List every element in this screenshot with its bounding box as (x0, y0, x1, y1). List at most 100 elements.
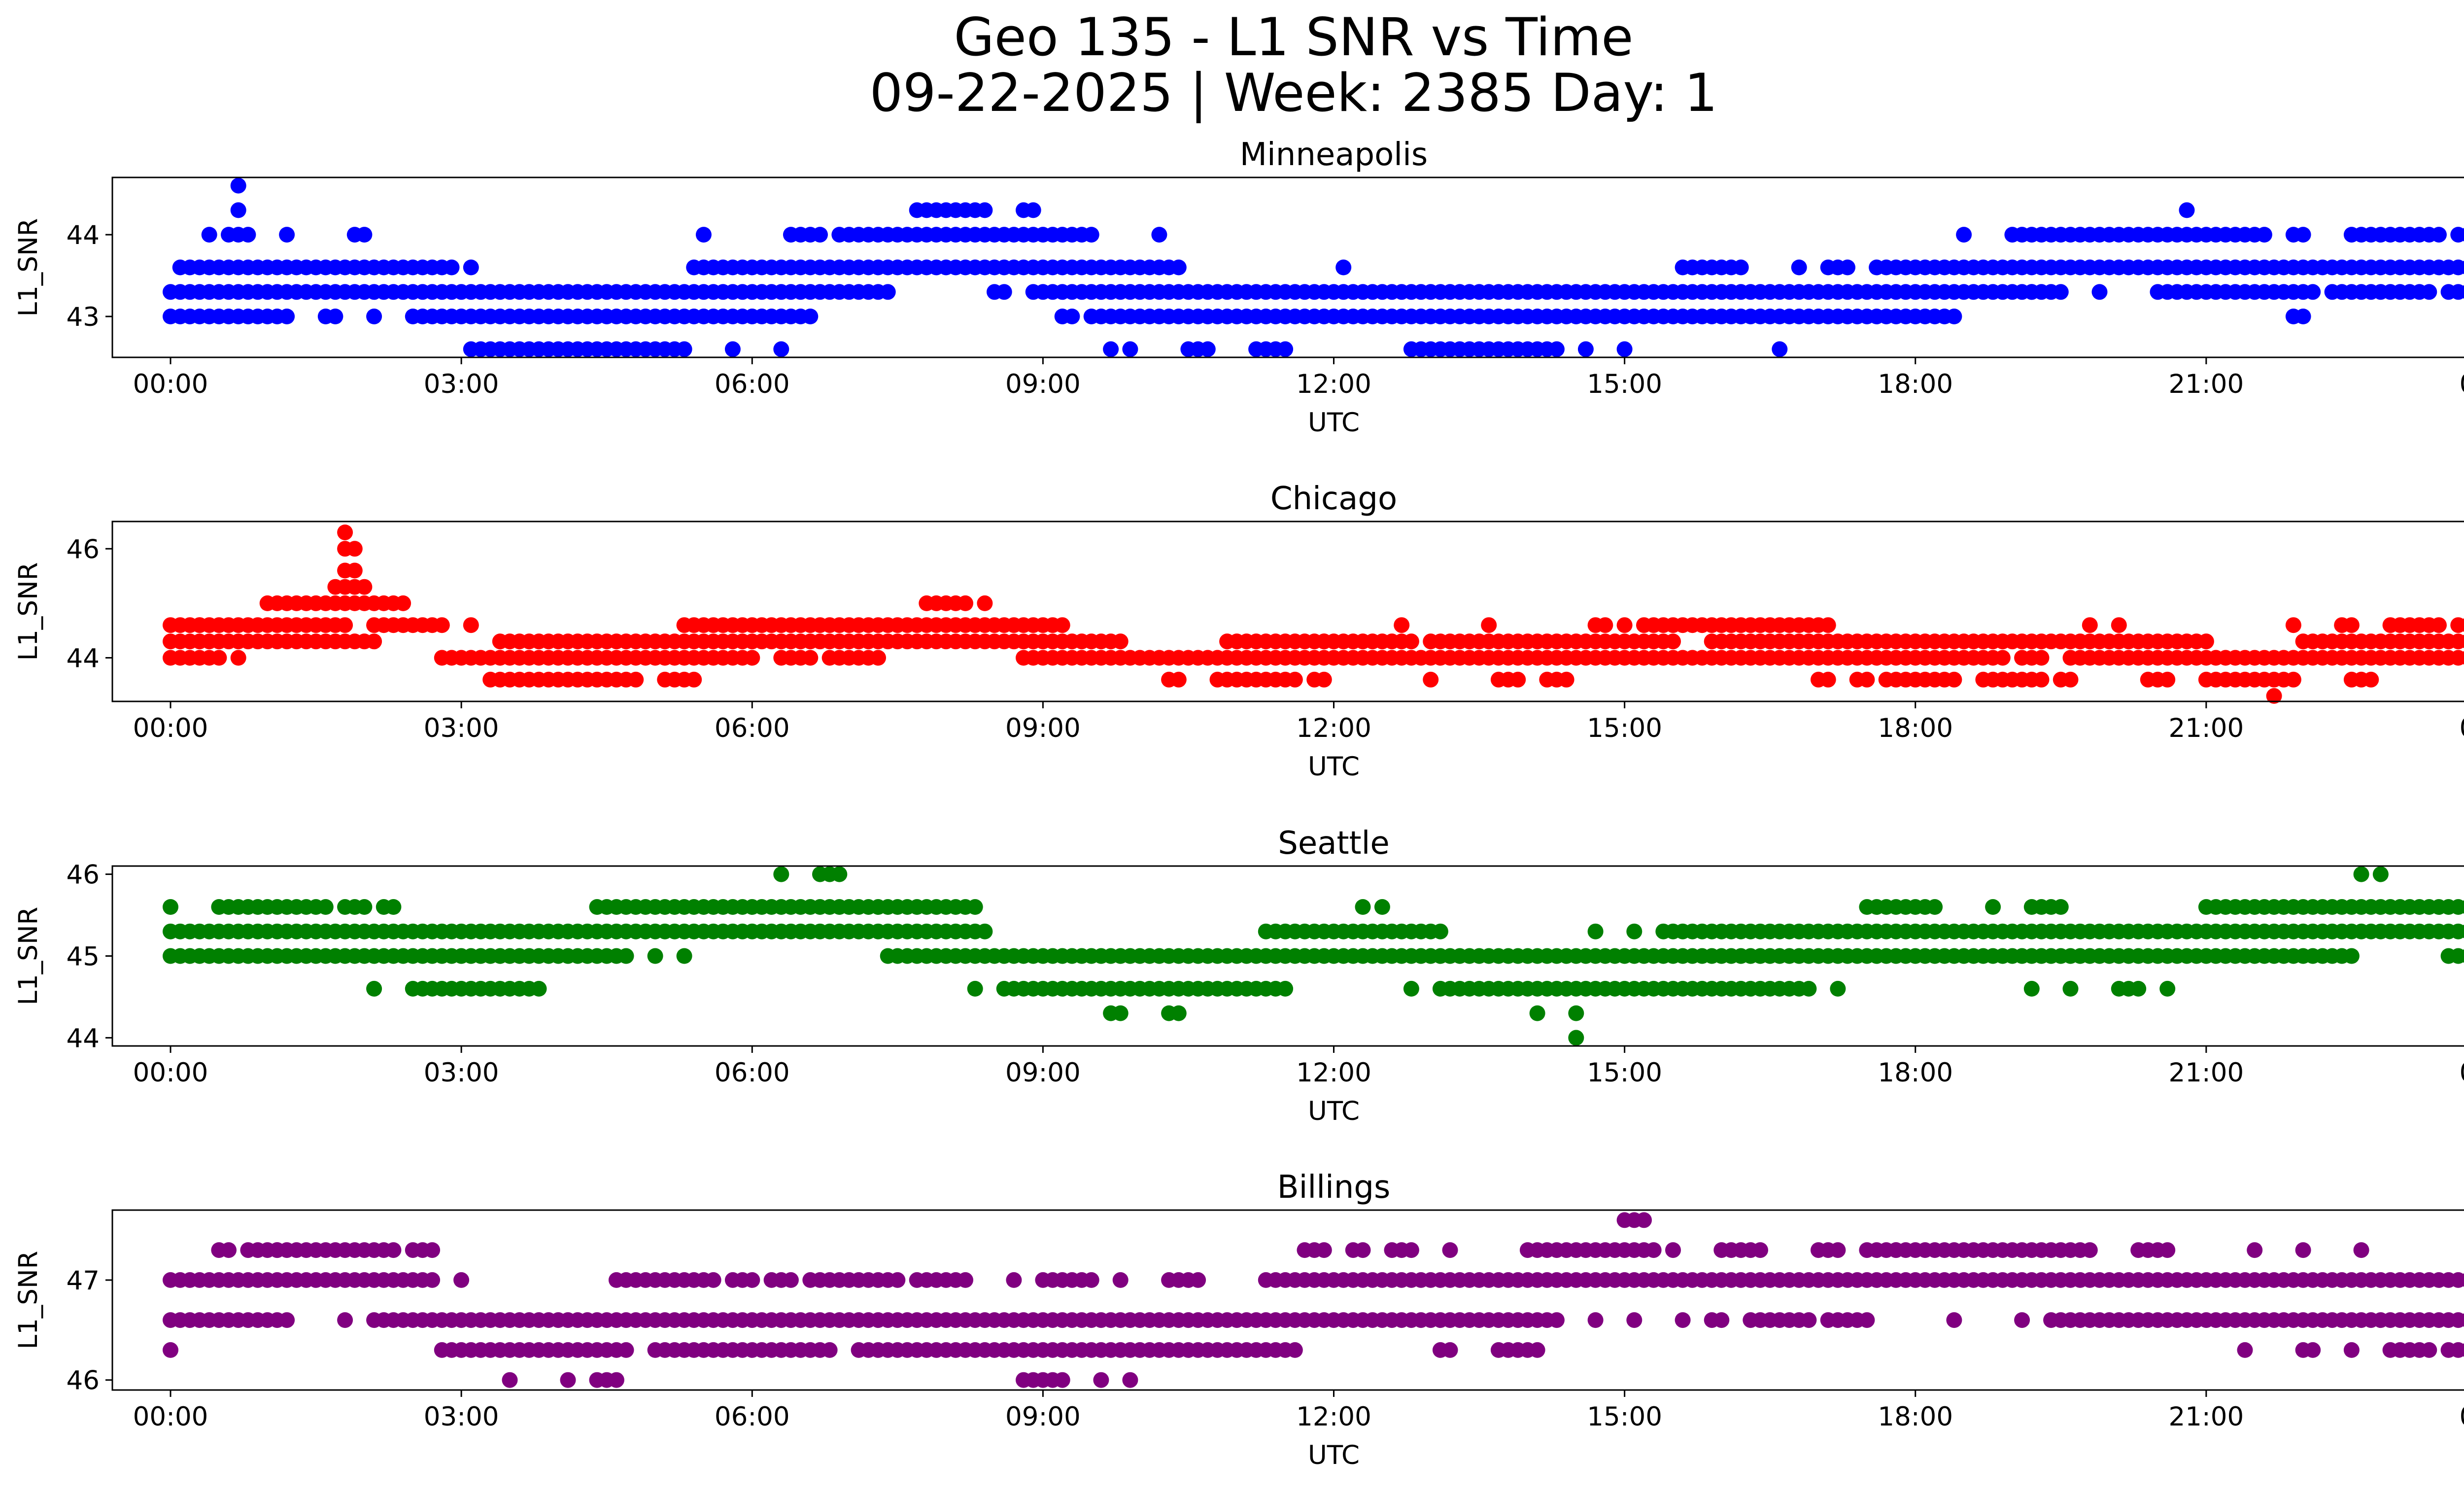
data-point (1170, 671, 1187, 688)
data-point (2450, 1272, 2464, 1288)
data-point (463, 259, 479, 276)
data-point (1403, 1242, 1419, 1258)
x-tick-label: 06:00 (715, 369, 790, 399)
data-point (1772, 341, 1788, 357)
data-point (1616, 341, 1633, 357)
data-point (618, 948, 634, 964)
data-point (1548, 1312, 1565, 1328)
data-point (890, 1272, 906, 1288)
data-point (2460, 634, 2464, 649)
x-axis-label: UTC (1308, 752, 1360, 782)
data-point (346, 541, 363, 557)
data-point (802, 309, 819, 324)
data-point (2450, 227, 2464, 243)
data-point (977, 923, 993, 939)
y-tick-label: 44 (67, 220, 100, 250)
data-point (2285, 671, 2301, 688)
panel-1: Chicago 00:00 03:00 06:00 09:00 12:00 15:00 18:… (13, 481, 2464, 782)
x-tick-label: 00:00 (2460, 369, 2464, 399)
data-point (346, 562, 363, 579)
data-point (880, 284, 896, 300)
y-axis-label: L1_SNR (13, 562, 43, 661)
data-point (1287, 1342, 1303, 1358)
data-point (1054, 1372, 1070, 1388)
x-tick-label: 21:00 (2168, 369, 2244, 399)
data-point (2062, 671, 2079, 688)
data-point (1713, 1312, 1730, 1328)
y-tick-label: 43 (67, 302, 100, 332)
data-point (1820, 671, 1836, 688)
x-tick-label: 06:00 (715, 713, 790, 743)
data-point (1820, 617, 1836, 633)
data-point (2450, 923, 2464, 939)
data-points (163, 177, 2464, 357)
data-point (2353, 866, 2369, 882)
x-axis-label: UTC (1308, 1440, 1360, 1470)
data-point (424, 1272, 441, 1288)
data-point (1956, 227, 1972, 243)
data-point (783, 1272, 799, 1288)
data-points (163, 524, 2464, 704)
data-point (2343, 1342, 2360, 1358)
y-axis-label: L1_SNR (13, 218, 43, 317)
data-point (317, 899, 334, 915)
data-point (1665, 1242, 1681, 1258)
data-point (1083, 1272, 1099, 1288)
data-point (1801, 980, 1817, 997)
y-tick-label: 46 (67, 534, 100, 564)
data-point (2363, 671, 2379, 688)
data-point (1548, 341, 1565, 357)
data-point (385, 1242, 402, 1258)
data-point (870, 650, 886, 666)
data-point (2305, 284, 2321, 300)
data-point (2033, 650, 2050, 666)
data-point (2159, 980, 2176, 997)
data-point (1170, 1005, 1187, 1021)
data-point (2062, 980, 2079, 997)
data-point (2053, 899, 2069, 915)
data-point (2033, 671, 2050, 688)
x-tick-label: 00:00 (133, 369, 208, 399)
data-point (1801, 1312, 1817, 1328)
data-point (1103, 341, 1119, 357)
y-tick-label: 44 (67, 644, 100, 674)
data-point (279, 309, 295, 324)
data-point (2460, 949, 2464, 963)
x-tick-label: 12:00 (1296, 369, 1371, 399)
panel-0: Minneapolis 00:00 03:00 06:00 09:00 12:00 15:0… (13, 137, 2464, 438)
data-point (385, 899, 402, 915)
data-point (356, 899, 373, 915)
data-point (1665, 633, 1681, 650)
panel-title: Seattle (1278, 825, 1390, 862)
x-tick-label: 21:00 (2168, 1402, 2244, 1432)
data-point (1626, 923, 1643, 939)
data-point (424, 1242, 441, 1258)
data-point (1616, 617, 1633, 633)
data-point (2450, 948, 2464, 964)
data-point (1859, 1312, 1875, 1328)
x-axis-label: UTC (1308, 1096, 1360, 1126)
data-point (356, 227, 373, 243)
data-point (821, 1342, 838, 1358)
data-point (1645, 1242, 1662, 1258)
data-point (560, 1372, 576, 1388)
figure-title-line-1: Geo 135 - L1 SNR vs Time (954, 7, 1633, 68)
y-tick-label: 46 (67, 1366, 100, 1396)
y-tick-label: 47 (67, 1266, 100, 1296)
x-tick-label: 09:00 (1005, 1402, 1081, 1432)
data-point (502, 1372, 518, 1388)
data-point (676, 948, 692, 964)
data-point (1733, 259, 1749, 276)
x-tick-label: 15:00 (1587, 369, 1662, 399)
data-point (1568, 1005, 1584, 1021)
data-point (1403, 980, 1419, 997)
data-point (2450, 633, 2464, 650)
data-point (2295, 309, 2311, 324)
data-point (1636, 1212, 1652, 1228)
data-point (356, 579, 373, 595)
data-point (705, 1272, 721, 1288)
data-point (2421, 284, 2437, 300)
data-point (1112, 633, 1129, 650)
data-point (1054, 617, 1070, 633)
